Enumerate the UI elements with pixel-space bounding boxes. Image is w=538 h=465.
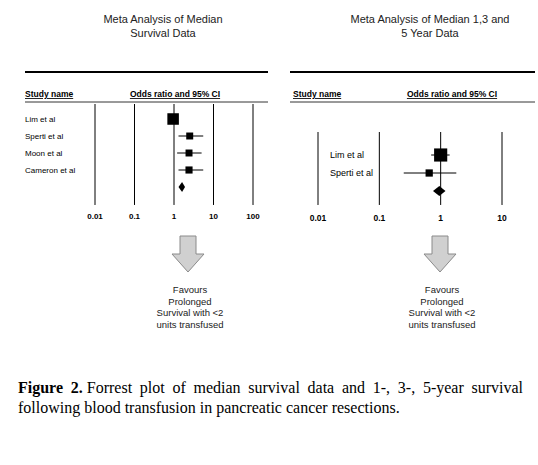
title-rule xyxy=(290,71,535,73)
header-rule xyxy=(290,102,535,103)
title-rule xyxy=(25,71,268,73)
column-header: Study name xyxy=(25,89,73,99)
tick-label: 10 xyxy=(497,213,507,223)
annotation: Favours xyxy=(425,284,460,295)
annotation: Favours xyxy=(173,284,208,295)
grid-line xyxy=(134,104,135,205)
column-header: Odds ratio and 95% CI xyxy=(407,89,497,99)
annotation: Prolonged xyxy=(420,296,463,307)
tick-label: 100 xyxy=(246,212,260,221)
grid-line xyxy=(213,104,214,205)
summary-diamond xyxy=(179,182,186,192)
column-header: Study name xyxy=(293,89,341,99)
study-name: Cameron et al xyxy=(25,166,75,175)
annotation: units transfused xyxy=(156,319,223,330)
axis-extent xyxy=(318,205,502,206)
caption: Figure 2.Forrest plot of median survival… xyxy=(18,378,523,418)
grid-line xyxy=(95,104,96,205)
forest-plot: Study name Odds ratio and 95% CI 0.01 0.1 1 1… xyxy=(25,72,268,330)
forest-plot: Study name Odds ratio and 95% CI 0.01 0.1 1 1… xyxy=(290,72,535,330)
marks xyxy=(404,148,457,196)
tick-label: 0.01 xyxy=(87,212,103,221)
study-square xyxy=(167,113,179,125)
arrow xyxy=(424,236,456,272)
study-square xyxy=(186,150,193,157)
chart-title: Meta Analysis of Median 1,3 and 5 Year D… xyxy=(349,12,511,40)
study-square xyxy=(426,169,433,176)
axis-extent xyxy=(95,205,253,206)
annotation: units transfused xyxy=(408,319,475,330)
grid-line xyxy=(318,132,319,205)
study-name: Sperti et al xyxy=(25,132,63,141)
summary-diamond xyxy=(433,186,446,196)
caption-text: Forrest plot of median survival data and… xyxy=(18,379,523,416)
header-rule xyxy=(25,102,268,103)
study-name: Sperti et al xyxy=(330,168,373,178)
study-name: Moon et al xyxy=(25,149,63,158)
study-square xyxy=(185,166,192,173)
grid-line xyxy=(502,132,503,205)
tick-label: 0.1 xyxy=(373,213,385,223)
tick-label: 0.01 xyxy=(310,213,327,223)
caption-label: Figure 2. xyxy=(18,379,83,396)
annotation: Prolonged xyxy=(168,296,211,307)
study-name: Lim et al xyxy=(25,115,55,124)
tick-label: 1 xyxy=(438,213,443,223)
chart-title: Meta Analysis of Median Survival Data xyxy=(88,12,238,40)
study-square xyxy=(434,148,447,161)
grid-line xyxy=(379,132,380,205)
study-square xyxy=(186,133,193,140)
grid-line xyxy=(253,104,254,205)
marks xyxy=(167,113,203,192)
column-header: Odds ratio and 95% CI xyxy=(130,89,220,99)
tick-label: 0.1 xyxy=(129,212,141,221)
tick-label: 10 xyxy=(209,212,218,221)
annotation: Survival with <2 xyxy=(409,307,476,318)
arrow xyxy=(172,236,204,272)
tick-label: 1 xyxy=(172,212,177,221)
study-name: Lim et al xyxy=(330,150,364,160)
annotation: Survival with <2 xyxy=(157,307,224,318)
